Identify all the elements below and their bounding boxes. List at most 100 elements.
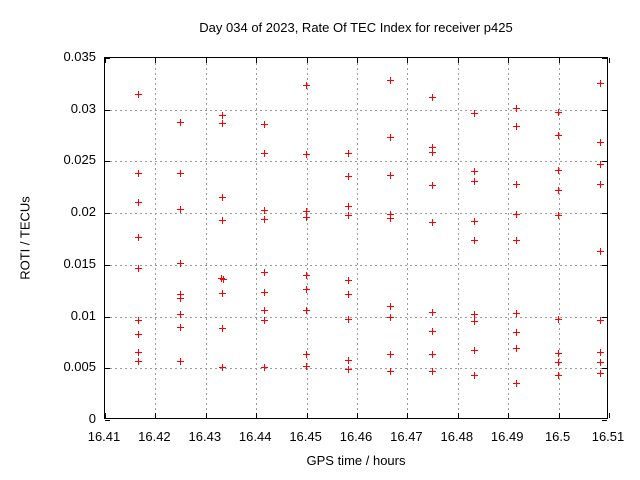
plot-area <box>104 57 610 421</box>
gridline-vertical <box>457 58 459 418</box>
data-point-marker <box>218 325 226 333</box>
gridline-horizontal <box>105 161 607 163</box>
data-point-marker <box>177 260 185 268</box>
data-point-marker <box>303 213 311 221</box>
gridline-horizontal <box>105 316 607 318</box>
x-tick-mark <box>205 58 207 63</box>
data-point-marker <box>135 170 143 178</box>
data-point-marker <box>429 148 437 156</box>
data-point-marker <box>303 362 311 370</box>
data-point-marker <box>387 172 395 180</box>
data-point-marker <box>135 90 143 98</box>
data-point-marker <box>344 365 352 373</box>
data-point-marker <box>387 302 395 310</box>
data-point-marker <box>261 149 269 157</box>
gridline-horizontal <box>105 264 607 266</box>
y-tick-mark <box>602 109 607 111</box>
data-point-marker <box>218 119 226 127</box>
data-point-marker <box>429 327 437 335</box>
data-point-marker <box>344 291 352 299</box>
y-tick-mark <box>602 213 607 215</box>
data-point-marker <box>218 290 226 298</box>
x-tick-mark <box>558 413 560 418</box>
gridline-vertical <box>407 58 409 418</box>
y-tick-label: 0.03 <box>70 100 96 116</box>
data-point-marker <box>177 295 185 303</box>
x-tick-mark <box>508 413 510 418</box>
data-point-marker <box>218 216 226 224</box>
y-tick-mark <box>105 368 110 370</box>
x-tick-mark <box>306 58 308 63</box>
data-point-marker <box>555 167 563 175</box>
data-point-marker <box>387 210 395 218</box>
gridline-horizontal <box>105 368 607 370</box>
data-point-marker <box>470 318 478 326</box>
y-tick-label: 0.015 <box>63 255 96 271</box>
x-tick-label: 16.48 <box>440 429 474 444</box>
x-tick-mark <box>357 413 358 418</box>
data-point-marker <box>555 186 563 194</box>
x-tick-mark <box>105 58 106 63</box>
y-tick-mark <box>105 58 110 59</box>
x-tick-label: 16.46 <box>339 429 373 444</box>
data-point-marker <box>344 149 352 157</box>
x-tick-mark <box>457 58 459 63</box>
y-tick-label: 0.025 <box>63 152 96 168</box>
y-tick-mark <box>105 316 110 318</box>
data-point-marker <box>177 324 185 332</box>
data-point-marker <box>513 380 521 388</box>
data-point-marker <box>303 82 311 90</box>
data-point-marker <box>344 276 352 284</box>
data-point-marker <box>303 271 311 279</box>
gridline-vertical <box>558 58 560 418</box>
y-tick-label: 0.005 <box>63 359 96 375</box>
data-point-marker <box>387 351 395 359</box>
data-point-marker <box>135 330 143 338</box>
data-point-marker <box>513 236 521 244</box>
data-point-marker <box>429 218 437 226</box>
x-tick-mark <box>256 413 258 418</box>
x-tick-label: 16.43 <box>188 429 222 444</box>
data-point-marker <box>387 77 395 85</box>
data-point-marker <box>596 358 604 366</box>
x-tick-label: 16.44 <box>238 429 272 444</box>
data-point-marker <box>261 306 269 314</box>
data-point-marker <box>387 367 395 375</box>
y-tick-mark <box>105 264 110 266</box>
data-point-marker <box>135 349 143 357</box>
data-point-marker <box>470 217 478 225</box>
data-point-marker <box>261 363 269 371</box>
data-point-marker <box>429 181 437 189</box>
data-point-marker <box>470 110 478 118</box>
y-tick-mark <box>602 58 607 59</box>
data-point-marker <box>177 311 185 318</box>
data-point-marker <box>261 206 269 214</box>
data-point-marker <box>513 328 521 336</box>
x-tick-mark <box>256 58 258 63</box>
data-point-marker <box>596 80 604 88</box>
data-point-marker <box>470 372 478 380</box>
data-point-marker <box>303 306 311 314</box>
data-point-marker <box>177 357 185 365</box>
y-tick-mark <box>105 109 110 111</box>
x-axis-label: GPS time / hours <box>306 453 406 468</box>
x-tick-mark <box>457 413 459 418</box>
data-point-marker <box>513 345 521 353</box>
data-point-marker <box>219 275 227 283</box>
x-tick-mark <box>105 413 106 418</box>
data-point-marker <box>555 109 563 117</box>
data-point-marker <box>555 316 563 324</box>
x-tick-mark <box>357 58 358 63</box>
data-point-marker <box>470 236 478 244</box>
data-point-marker <box>596 139 604 147</box>
y-axis-label: ROTI / TECUs <box>17 196 33 280</box>
y-tick-mark <box>105 161 110 163</box>
x-tick-mark <box>155 58 157 63</box>
gridline-vertical <box>205 58 207 418</box>
data-point-marker <box>513 122 521 130</box>
y-tick-mark <box>602 264 607 266</box>
data-point-marker <box>555 132 563 140</box>
data-point-marker <box>596 161 604 169</box>
data-point-marker <box>135 357 143 365</box>
